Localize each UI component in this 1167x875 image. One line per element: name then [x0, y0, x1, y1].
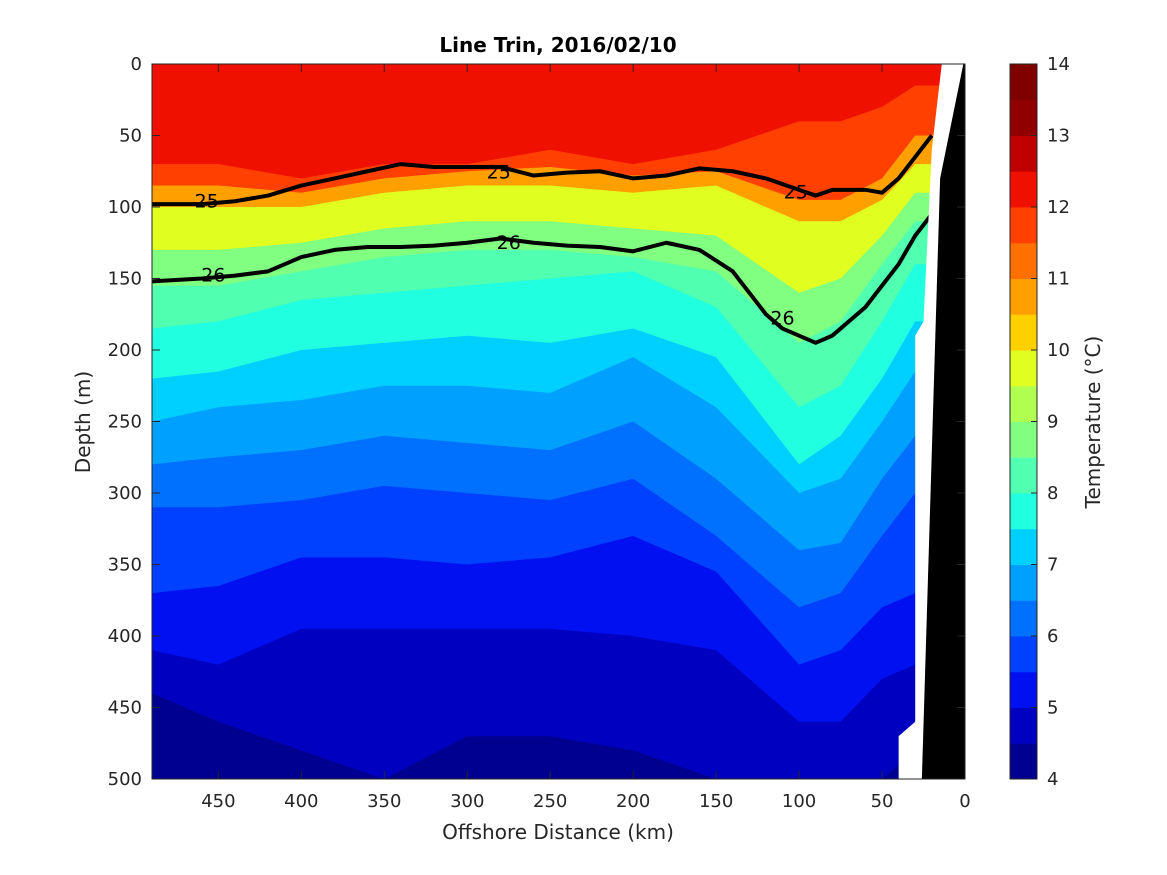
chart-title: Line Trin, 2016/02/10	[439, 33, 676, 57]
x-tick-label: 250	[533, 791, 567, 812]
colorbar-label: Temperature (°C)	[1081, 336, 1105, 510]
contour-label-26: 26	[201, 265, 225, 287]
x-tick-label: 450	[201, 791, 235, 812]
colorbar-level	[1010, 99, 1037, 136]
colorbar-level	[1010, 350, 1037, 387]
colorbar-tick-label: 8	[1047, 483, 1058, 504]
colorbar-level	[1010, 314, 1037, 351]
colorbar-tick-label: 11	[1047, 269, 1070, 290]
land-mask	[898, 64, 965, 779]
colorbar-level	[1010, 671, 1037, 708]
x-tick-label: 350	[367, 791, 401, 812]
colorbar-tick-label: 13	[1047, 126, 1070, 147]
band-12	[152, 693, 965, 779]
x-tick-label: 50	[871, 791, 894, 812]
colorbar-level	[1010, 707, 1037, 744]
colorbar-level	[1010, 207, 1037, 244]
colorbar-level	[1010, 457, 1037, 494]
colorbar-level	[1010, 64, 1037, 101]
x-axis-ticks: 450 400 350 300 250 200 150 100 50 0	[201, 64, 971, 812]
density-contour-25	[152, 134, 934, 207]
x-tick-label: 100	[782, 791, 816, 812]
colorbar-level	[1010, 278, 1037, 315]
y-tick-label: 300	[108, 483, 142, 504]
temperature-bands	[152, 64, 965, 779]
colorbar-level	[1010, 636, 1037, 673]
colorbar-level	[1010, 135, 1037, 172]
y-tick-label: 200	[108, 340, 142, 361]
colorbar: 4 5 6 7 8 9 10 11 12 13 14	[1009, 54, 1070, 790]
colorbar-level	[1010, 421, 1037, 458]
colorbar-level	[1010, 743, 1037, 780]
y-tick-label: 250	[108, 412, 142, 433]
contour-label-25: 25	[784, 182, 808, 204]
y-tick-label: 50	[119, 126, 142, 147]
y-axis-label: Depth (m)	[71, 371, 95, 473]
colorbar-level	[1010, 528, 1037, 565]
x-tick-label: 150	[699, 791, 733, 812]
colorbar-level	[1010, 600, 1037, 637]
x-axis-label: Offshore Distance (km)	[442, 820, 674, 844]
plot-area: 25 25 25 26 26 26	[152, 64, 965, 779]
y-tick-label: 350	[108, 555, 142, 576]
colorbar-tick-label: 14	[1047, 54, 1070, 75]
colorbar-tick-label: 10	[1047, 340, 1070, 361]
contour-label-25: 25	[487, 162, 511, 184]
colorbar-tick-label: 4	[1047, 769, 1058, 790]
y-tick-label: 450	[108, 698, 142, 719]
x-tick-label: 300	[450, 791, 484, 812]
y-tick-label: 100	[108, 197, 142, 218]
colorbar-tick-label: 6	[1047, 626, 1058, 647]
contour-label-25: 25	[195, 190, 219, 212]
y-tick-label: 500	[108, 769, 142, 790]
colorbar-tick-label: 12	[1047, 197, 1070, 218]
y-tick-label: 150	[108, 269, 142, 290]
x-tick-label: 200	[616, 791, 650, 812]
x-tick-label: 0	[959, 791, 970, 812]
contour-label-26: 26	[770, 308, 794, 330]
colorbar-level	[1010, 564, 1037, 601]
colorbar-level	[1010, 493, 1037, 530]
seafloor-shelf	[921, 64, 965, 779]
colorbar-level	[1010, 242, 1037, 279]
y-tick-label: 0	[131, 54, 142, 75]
colorbar-tick-label: 7	[1047, 555, 1058, 576]
y-axis-ticks: 0 50 100 150 200 250 300 350 400 450 500	[108, 54, 965, 790]
density-contours: 25 25 25 26 26 26	[152, 134, 934, 345]
density-contour-26	[152, 212, 934, 345]
band-11	[152, 628, 965, 779]
colorbar-level	[1010, 171, 1037, 208]
colorbar-tick-label: 5	[1047, 698, 1058, 719]
contour-label-26: 26	[497, 232, 521, 254]
colorbar-tick-label: 9	[1047, 412, 1058, 433]
colorbar-level	[1010, 385, 1037, 422]
x-tick-label: 400	[284, 791, 318, 812]
y-tick-label: 400	[108, 626, 142, 647]
